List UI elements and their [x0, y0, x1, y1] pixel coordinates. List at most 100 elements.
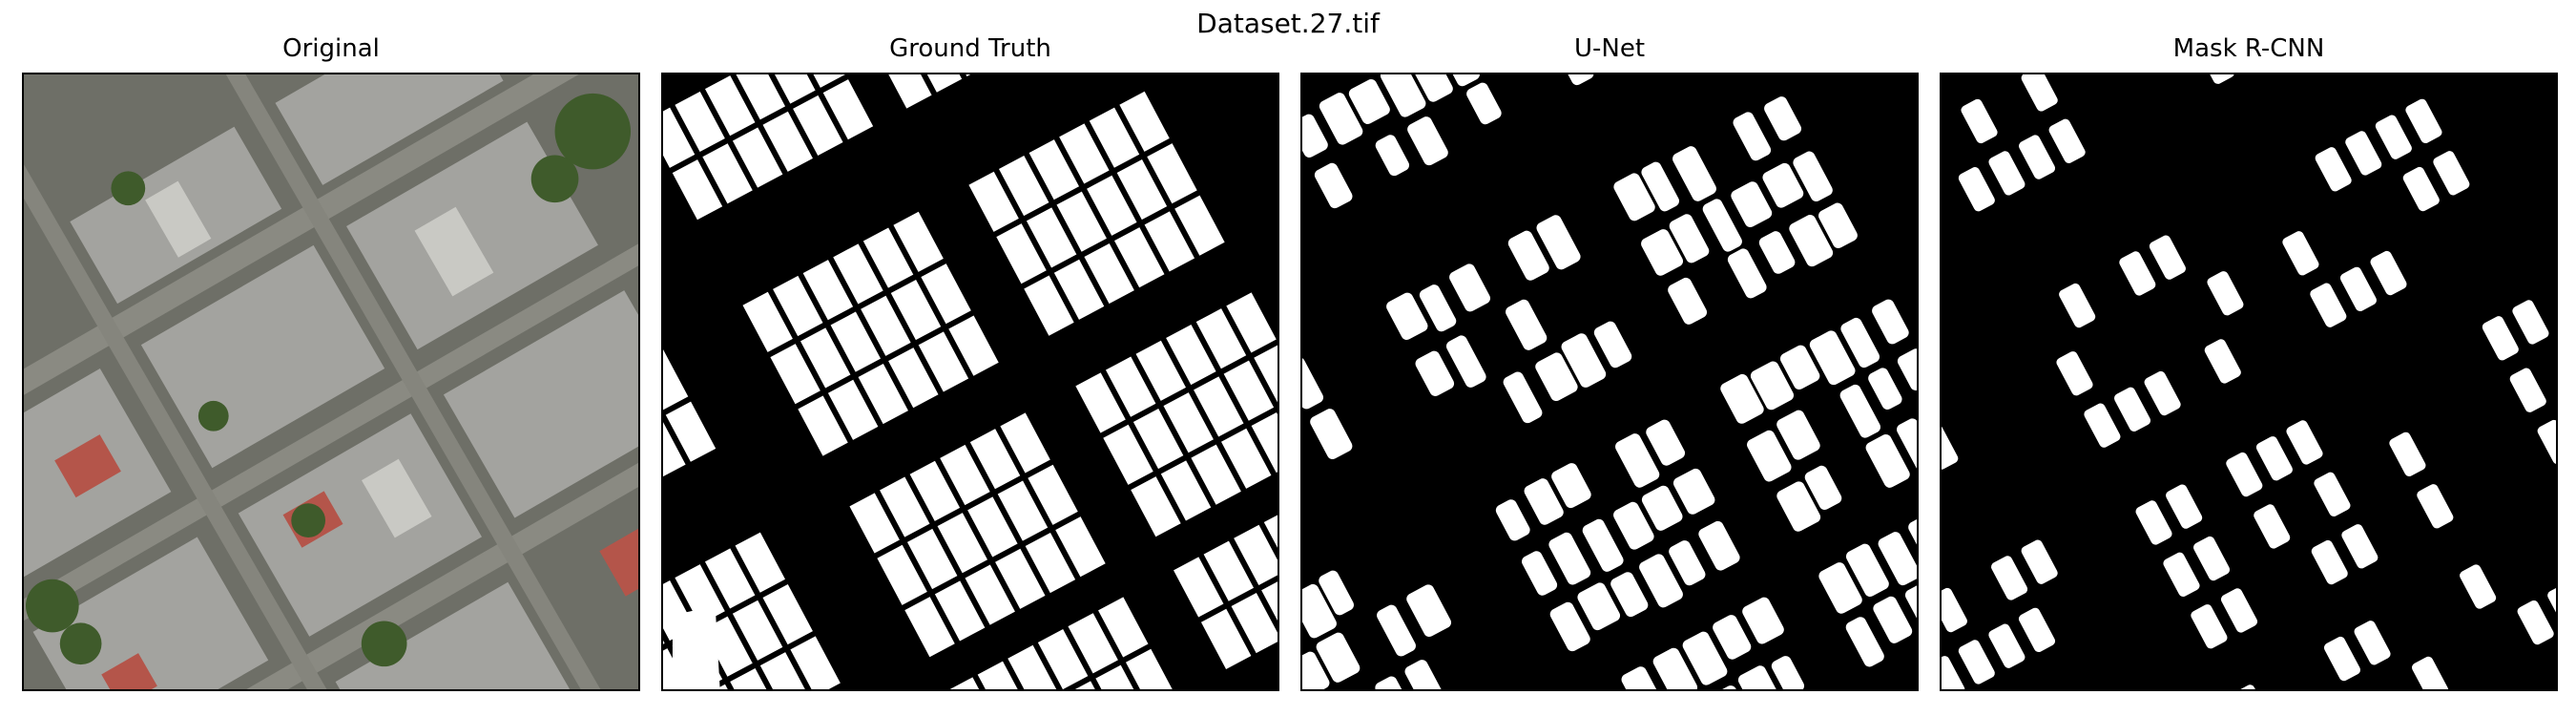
building-footprint	[1641, 229, 1684, 276]
building-footprint	[1302, 114, 1328, 158]
building-footprint	[2135, 500, 2172, 545]
building-footprint	[1613, 501, 1654, 550]
building-footprint	[2286, 420, 2323, 465]
building-footprint	[1991, 556, 2028, 600]
building-footprint	[1231, 593, 1278, 654]
building-footprint	[1682, 631, 1728, 685]
building-footprint	[1809, 330, 1856, 386]
building-footprint	[1160, 460, 1212, 521]
building-footprint	[2056, 351, 2093, 396]
building-footprint	[1503, 371, 1543, 424]
building-footprint	[1445, 335, 1486, 388]
building-footprint	[1147, 143, 1197, 204]
building-footprint	[1507, 230, 1549, 281]
building-footprint	[1720, 373, 1764, 424]
building-footprint	[2389, 432, 2426, 477]
building-footprint	[1865, 433, 1910, 488]
mask-rcnn-mask-svg	[1942, 74, 2556, 689]
panel-ground-truth: Ground Truth	[661, 34, 1279, 691]
building-footprint	[1731, 181, 1773, 227]
building-footprint	[1904, 583, 1917, 633]
building-footprint	[2084, 403, 2121, 448]
mask-rcnn-mask	[1940, 73, 2558, 691]
building-footprint	[1089, 107, 1140, 168]
building-footprint	[1377, 604, 1416, 657]
building-footprint	[1053, 259, 1105, 320]
building-footprint	[911, 74, 963, 93]
building-footprint	[773, 275, 823, 337]
building-footprint	[2048, 118, 2086, 163]
building-footprint	[849, 493, 900, 554]
building-footprint	[665, 401, 717, 462]
building-footprint	[802, 260, 854, 321]
building-footprint	[1194, 376, 1244, 437]
building-footprint	[1764, 96, 1802, 141]
building-footprint	[1056, 191, 1107, 252]
panel-title-ground-truth: Ground Truth	[889, 34, 1051, 63]
building-footprint	[1025, 532, 1076, 594]
building-footprint	[1234, 524, 1278, 585]
building-footprint	[2323, 636, 2361, 682]
building-footprint	[732, 600, 783, 661]
building-footprint	[1037, 628, 1089, 689]
building-footprint	[790, 636, 841, 689]
building-footprint	[1319, 570, 1355, 616]
building-footprint	[759, 652, 811, 689]
building-footprint	[1506, 299, 1548, 350]
building-footprint	[822, 79, 874, 140]
building-footprint	[1776, 410, 1820, 460]
building-footprint	[742, 291, 793, 352]
building-footprint	[918, 331, 969, 392]
building-footprint	[672, 159, 723, 221]
building-footprint	[995, 548, 1046, 609]
building-footprint	[1028, 464, 1078, 525]
building-footprint	[1314, 162, 1353, 209]
building-footprint	[888, 347, 939, 409]
building-footprint	[1191, 444, 1241, 505]
building-footprint	[2405, 98, 2442, 144]
building-footprint	[1116, 158, 1168, 221]
panel-title-mask-rcnn: Mask R-CNN	[2172, 34, 2325, 63]
building-footprint	[1958, 167, 1995, 212]
building-footprint	[1125, 648, 1176, 689]
building-footprint	[2460, 564, 2497, 609]
building-footprint	[1406, 584, 1452, 638]
building-footprint	[2204, 339, 2241, 384]
building-footprint	[2370, 250, 2407, 296]
building-footprint	[1095, 664, 1146, 689]
building-footprint	[880, 476, 930, 537]
building-footprint	[1988, 623, 2025, 668]
building-footprint	[1524, 478, 1564, 525]
building-footprint	[1577, 582, 1621, 631]
building-footprint	[1793, 151, 1833, 201]
building-footprint	[1789, 215, 1834, 267]
building-footprint	[858, 363, 908, 425]
building-footprint	[1200, 608, 1252, 669]
building-footprint	[1024, 275, 1074, 336]
building-footprint	[1000, 412, 1050, 474]
building-footprint	[1316, 632, 1361, 683]
building-footprint	[1897, 348, 1917, 390]
building-footprint	[1203, 540, 1255, 601]
building-footprint	[1466, 82, 1502, 125]
building-footprint	[2220, 588, 2258, 633]
building-footprint	[967, 496, 1018, 558]
building-footprint	[1672, 146, 1716, 201]
building-footprint	[2149, 235, 2186, 280]
building-footprint	[2482, 316, 2519, 361]
building-footprint	[1958, 640, 1995, 684]
building-footprint	[2144, 370, 2181, 416]
building-footprint	[2163, 552, 2200, 597]
building-footprint	[1380, 74, 1426, 117]
building-footprint	[904, 597, 955, 658]
building-footprint	[1733, 112, 1772, 161]
building-footprint	[2315, 147, 2352, 192]
building-footprint	[1988, 151, 2025, 196]
building-footprint	[1698, 520, 1740, 571]
building-footprint	[1223, 360, 1275, 421]
building-footprint	[735, 532, 786, 593]
building-footprint	[1098, 597, 1149, 658]
building-footprint	[1407, 116, 1448, 166]
building-footprint	[1174, 195, 1225, 256]
building-footprint	[1310, 409, 1353, 459]
